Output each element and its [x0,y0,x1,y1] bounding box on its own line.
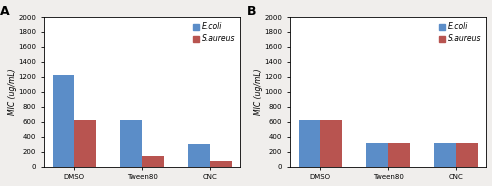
Bar [53,75,74,167]
Bar [388,143,410,167]
Bar [367,143,388,167]
Y-axis label: MIC (ug/mL): MIC (ug/mL) [254,69,263,115]
Text: A: A [0,5,10,18]
Bar [320,120,342,167]
Bar [142,155,164,167]
Bar [456,143,478,167]
Bar [210,161,232,167]
Bar [299,120,320,167]
Text: B: B [246,5,256,18]
Bar [121,120,142,167]
Bar [434,143,456,167]
Legend: E.coli, S.aureus: E.coli, S.aureus [192,21,237,45]
Legend: E.coli, S.aureus: E.coli, S.aureus [438,21,483,45]
Bar [188,144,210,167]
Y-axis label: MIC (ug/mL): MIC (ug/mL) [8,69,17,115]
Bar [74,120,96,167]
